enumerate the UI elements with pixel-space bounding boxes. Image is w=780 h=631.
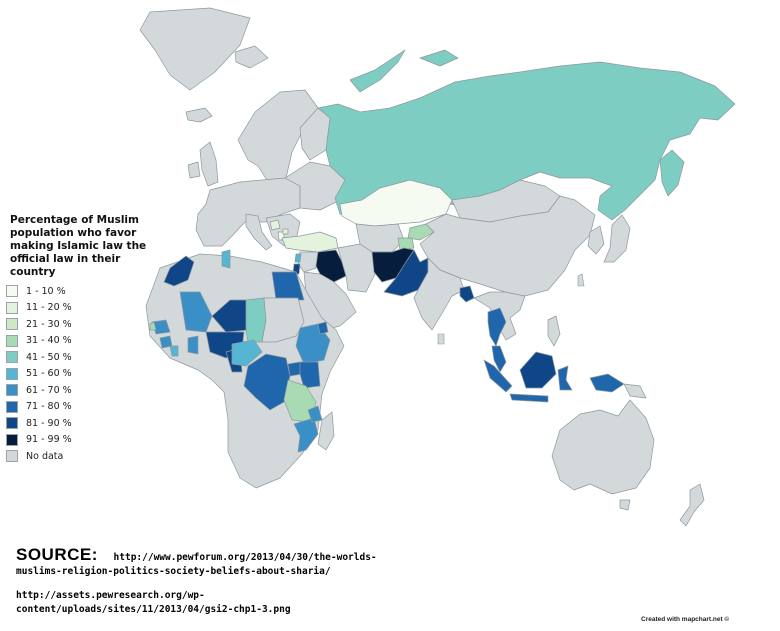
legend-label: 71 - 80 %: [26, 401, 72, 413]
legend-label: 51 - 60 %: [26, 368, 72, 380]
region-novaya-zemlya: [349, 49, 406, 93]
legend-list: 1 - 10 % 11 - 20 % 21 - 30 % 31 - 40 % 41 - …: [6, 283, 166, 465]
legend-item: 61 - 70 %: [6, 382, 166, 399]
legend-label: 21 - 30 %: [26, 318, 72, 330]
legend-item: 11 - 20 %: [6, 300, 166, 317]
legend-item: 31 - 40 %: [6, 333, 166, 350]
region-lebanon[interactable]: [294, 253, 302, 263]
region-kyrgyzstan[interactable]: [407, 223, 435, 241]
legend-swatch: [6, 400, 18, 413]
region-iran: [337, 243, 377, 293]
region-taiwan: [577, 273, 585, 287]
region-liberia[interactable]: [169, 345, 179, 357]
region-korea: [587, 225, 605, 255]
region-papua[interactable]: [589, 373, 625, 393]
region-borneo[interactable]: [519, 351, 557, 389]
region-iraq[interactable]: [315, 249, 347, 283]
legend-title: Percentage of Muslim population who favo…: [10, 214, 147, 278]
legend-label: 31 - 40 %: [26, 335, 72, 347]
region-bangladesh[interactable]: [459, 285, 475, 303]
source-url-part-1: http://www.pewforum.org/2013/04/30/the-w…: [113, 552, 377, 563]
region-mozambique-north[interactable]: [307, 405, 323, 423]
legend-swatch: [6, 301, 18, 314]
legend-swatch: [6, 285, 18, 298]
legend-swatch: [6, 318, 18, 331]
region-ghana[interactable]: [187, 335, 199, 355]
region-kenya[interactable]: [299, 361, 321, 389]
region-iceland: [185, 107, 213, 123]
region-thailand[interactable]: [487, 307, 507, 347]
legend-swatch: [6, 384, 18, 397]
legend-label: 41 - 50 %: [26, 351, 72, 363]
region-djibouti[interactable]: [317, 321, 329, 335]
region-australia: [551, 399, 655, 495]
region-greenland: [139, 7, 251, 91]
legend-item: 41 - 50 %: [6, 349, 166, 366]
legend-item: No data: [6, 448, 166, 465]
region-sri-lanka: [437, 333, 445, 345]
source-heading: SOURCE:: [16, 545, 98, 564]
source-url-part-4: content/uploads/sites/11/2013/04/gsi2-ch…: [16, 604, 291, 615]
legend-item: 1 - 10 %: [6, 283, 166, 300]
region-britain: [199, 141, 219, 187]
region-guinea[interactable]: [149, 321, 157, 331]
region-kosovo: [282, 228, 289, 235]
region-bosnia: [269, 219, 281, 231]
legend-label: 91 - 99 %: [26, 434, 72, 446]
region-italy: [245, 213, 273, 251]
source-url-part-3: http://assets.pewresearch.org/wp-: [16, 590, 205, 601]
region-malaysia-peninsula[interactable]: [491, 345, 507, 373]
legend-item: 91 - 99 %: [6, 432, 166, 449]
legend-label: No data: [26, 450, 64, 462]
region-svalbard: [234, 45, 269, 69]
legend-item: 71 - 80 %: [6, 399, 166, 416]
legend: Percentage of Muslim population who favo…: [6, 214, 166, 465]
region-scandinavia: [237, 89, 319, 183]
region-tasmania: [619, 499, 631, 511]
source-url-part-2: muslims-religion-politics-society-belief…: [16, 566, 331, 577]
legend-label: 1 - 10 %: [26, 285, 66, 297]
region-sudan: [261, 297, 305, 343]
region-car[interactable]: [231, 339, 263, 367]
legend-swatch: [6, 433, 18, 446]
legend-swatch: [6, 334, 18, 347]
source-block: SOURCE: http://www.pewforum.org/2013/04/…: [16, 545, 436, 617]
region-sulawesi[interactable]: [557, 365, 573, 391]
region-madagascar: [317, 411, 335, 451]
region-tajikistan[interactable]: [397, 237, 415, 251]
region-png: [623, 383, 647, 399]
legend-swatch: [6, 367, 18, 380]
legend-label: 61 - 70 %: [26, 384, 72, 396]
legend-item: 81 - 90 %: [6, 415, 166, 432]
region-java[interactable]: [509, 393, 549, 403]
legend-item: 21 - 30 %: [6, 316, 166, 333]
region-tunisia[interactable]: [221, 249, 231, 269]
region-philippines: [547, 315, 561, 347]
legend-swatch: [6, 417, 18, 430]
legend-swatch: [6, 351, 18, 364]
mapchart-credit: Created with mapchart.net ©: [641, 616, 730, 623]
legend-item: 51 - 60 %: [6, 366, 166, 383]
legend-label: 11 - 20 %: [26, 302, 72, 314]
legend-label: 81 - 90 %: [26, 417, 72, 429]
region-japan: [603, 214, 631, 263]
region-arctic-island: [419, 49, 459, 67]
region-mali[interactable]: [179, 291, 213, 333]
region-kamchatka: [659, 149, 685, 197]
region-egypt[interactable]: [271, 271, 305, 301]
region-sumatra[interactable]: [483, 359, 513, 393]
region-ireland: [187, 161, 201, 179]
region-dr-congo[interactable]: [243, 353, 291, 411]
legend-swatch: [6, 450, 18, 463]
region-new-zealand: [679, 483, 705, 527]
region-india: [413, 257, 465, 331]
region-morocco[interactable]: [163, 255, 195, 287]
